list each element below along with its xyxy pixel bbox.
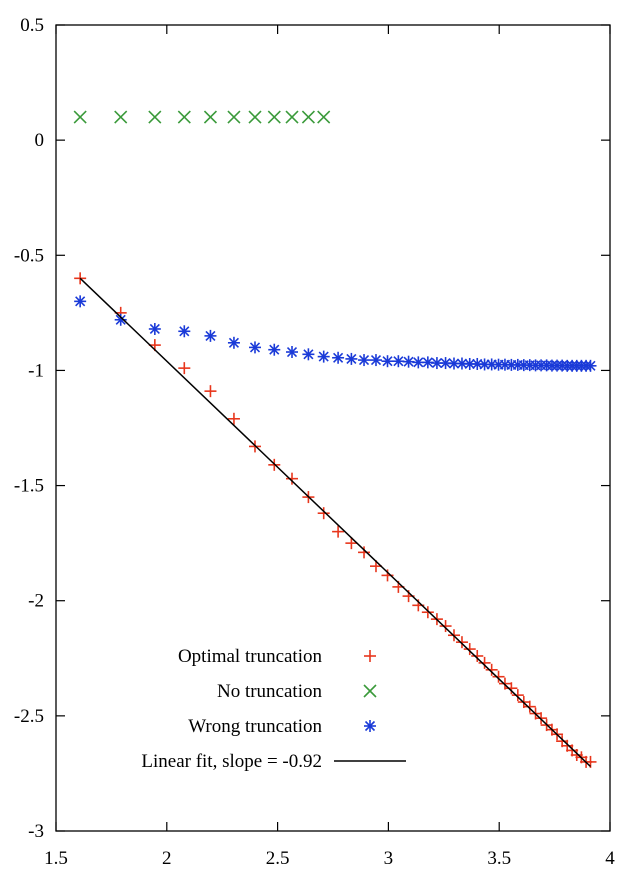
- data-point: [492, 670, 505, 683]
- legend-marker-sample: [364, 650, 376, 662]
- x-tick-label: 1.5: [44, 848, 68, 869]
- plot-frame: [55, 24, 611, 832]
- data-point: [317, 350, 330, 363]
- x-tick-label: 2.5: [266, 848, 290, 869]
- legend-entry-linear-fit-slope-0-92: Linear fit, slope = -0.92: [141, 751, 406, 772]
- data-point: [505, 682, 518, 695]
- data-point: [227, 412, 240, 425]
- data-point: [114, 110, 128, 124]
- data-point: [317, 110, 331, 124]
- series-wrong-truncation: [74, 295, 597, 372]
- data-point: [204, 385, 217, 398]
- y-tick-label: -2.5: [14, 706, 44, 727]
- data-point: [74, 295, 87, 308]
- data-point: [439, 620, 452, 633]
- legend-entry-no-truncation: No truncation: [217, 681, 377, 702]
- data-point: [268, 343, 281, 356]
- data-point: [584, 359, 597, 372]
- data-point: [203, 110, 218, 124]
- data-point: [447, 357, 460, 370]
- data-point: [227, 336, 240, 349]
- legend: Optimal truncation No truncation Wrong tru…: [141, 646, 406, 772]
- data-point: [523, 700, 536, 713]
- y-tick-label: -0.5: [14, 245, 44, 266]
- data-point: [358, 546, 371, 559]
- data-point: [455, 636, 468, 649]
- data-point: [421, 606, 434, 619]
- x-tick-label: 3.5: [487, 848, 511, 869]
- data-point: [301, 110, 315, 124]
- data-point: [317, 507, 330, 520]
- data-point: [369, 354, 382, 367]
- data-point: [463, 643, 476, 656]
- data-point: [332, 351, 345, 364]
- legend-entry-optimal-truncation: Optimal truncation: [178, 646, 376, 667]
- fit-line: [79, 277, 592, 768]
- legend-entry-wrong-truncation: Wrong truncation: [188, 716, 376, 737]
- y-tick-label: -2: [28, 591, 44, 612]
- legend-marker-sample: [363, 684, 377, 698]
- data-point: [478, 656, 491, 669]
- data-point: [177, 110, 191, 124]
- data-point: [421, 356, 434, 369]
- data-point: [114, 313, 127, 326]
- series-no-truncation: [73, 110, 331, 124]
- legend-label: Optimal truncation: [178, 646, 323, 667]
- data-point: [204, 329, 217, 342]
- y-tick-label: -1.5: [14, 476, 44, 497]
- data-point: [267, 110, 281, 124]
- data-point: [285, 110, 299, 124]
- data-point: [148, 110, 162, 124]
- data-point: [148, 322, 161, 335]
- data-point: [286, 346, 299, 359]
- data-point: [430, 357, 443, 370]
- legend-marker-sample: [364, 720, 376, 732]
- x-tick-label: 3: [384, 848, 394, 869]
- data-point: [332, 525, 345, 538]
- data-point: [227, 110, 241, 124]
- axis-ticks: [55, 24, 611, 832]
- y-tick-label: 0.5: [20, 15, 44, 36]
- data-point: [485, 663, 498, 676]
- y-tick-label: -3: [28, 821, 44, 842]
- data-point: [286, 472, 299, 485]
- data-point: [302, 348, 315, 361]
- data-point: [345, 352, 358, 365]
- legend-label: Linear fit, slope = -0.92: [141, 751, 322, 772]
- data-point: [73, 110, 87, 124]
- series-layer: [73, 110, 597, 768]
- x-tick-label: 2: [162, 848, 172, 869]
- data-point: [248, 110, 262, 124]
- data-point: [535, 712, 548, 725]
- y-tick-label: -1: [28, 360, 44, 381]
- axis-tick-labels: 1.5 2 2.5 3 3.5 4 0.5 0 -0.5 -1 -1.5 -2 -2.5 -3: [14, 15, 615, 869]
- data-point: [498, 677, 511, 690]
- data-point: [511, 689, 524, 702]
- data-point: [392, 355, 405, 368]
- data-point: [358, 354, 371, 367]
- data-point: [345, 537, 358, 550]
- data-point: [455, 357, 468, 370]
- y-tick-label: 0: [35, 130, 45, 151]
- legend-label: Wrong truncation: [188, 716, 322, 737]
- x-tick-label: 4: [605, 848, 615, 869]
- data-point: [381, 355, 394, 368]
- legend-label: No truncation: [217, 681, 323, 702]
- data-point: [178, 325, 191, 338]
- series-linear-fit-slope-0-92: [79, 277, 592, 768]
- series-optimal-truncation: [74, 272, 597, 768]
- data-point: [439, 357, 452, 370]
- data-point: [248, 341, 261, 354]
- data-point: [178, 362, 191, 375]
- data-point: [471, 649, 484, 662]
- data-point: [463, 357, 476, 370]
